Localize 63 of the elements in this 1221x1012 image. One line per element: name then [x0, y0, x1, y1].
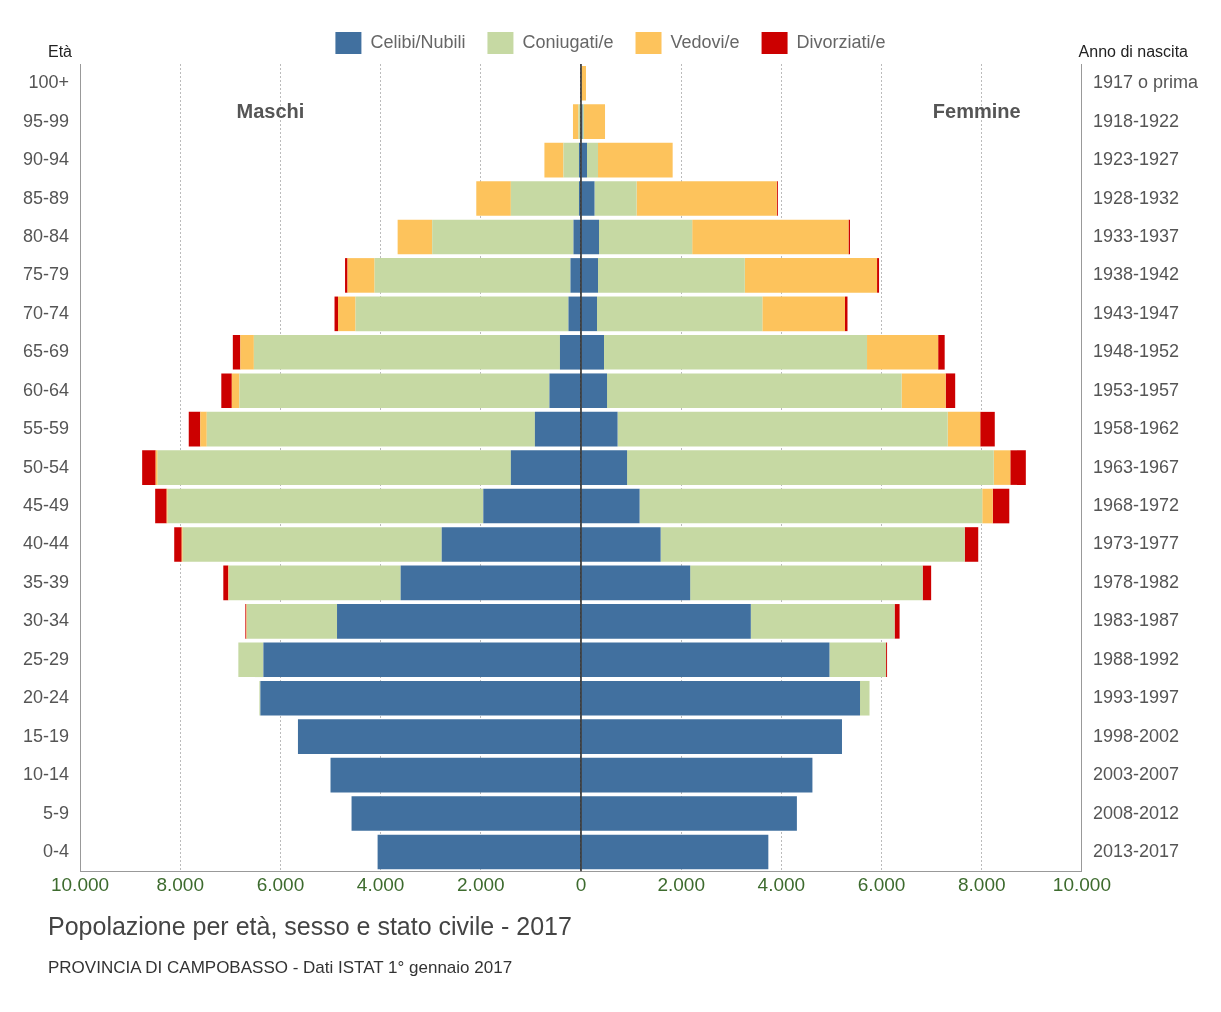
y2-tick-label: 1958-1962	[1092, 418, 1180, 439]
legend-label: Celibi/Nubili	[370, 31, 466, 52]
y2-tick-label: 1923-1927	[1092, 149, 1180, 170]
x-tick-label: 8.000	[156, 873, 204, 895]
x-tick-label: 2.000	[657, 873, 705, 895]
x-tick-label: 8.000	[957, 873, 1006, 895]
y2-tick-label: 2003-2007	[1092, 764, 1180, 785]
y-tick-label: 100+	[28, 72, 70, 93]
x-tick-label: 6.000	[256, 873, 305, 895]
y-tick-label: 30-34	[22, 610, 70, 631]
y-tick-label: 50-54	[22, 456, 70, 477]
x-tick-label: 10.000	[50, 873, 110, 895]
y2-tick-label: 1917 o prima	[1092, 72, 1199, 93]
y-tick-label: 60-64	[22, 379, 70, 400]
y2-tick-label: 1983-1987	[1092, 610, 1180, 631]
y2-tick-label: 1968-1972	[1092, 495, 1180, 516]
y2-tick-label: 1933-1937	[1092, 225, 1180, 246]
y2-tick-label: 1928-1932	[1092, 187, 1180, 208]
y-tick-label: 0-4	[43, 840, 70, 861]
x-tick-label: 10.000	[1052, 873, 1111, 895]
y-tick-label: 55-59	[22, 418, 70, 439]
legend-label: Coniugati/e	[522, 31, 614, 52]
y2-tick-label: 1973-1977	[1092, 533, 1180, 554]
x-tick-label: 4.000	[757, 873, 806, 895]
y-tick-label: 65-69	[22, 341, 70, 362]
y-tick-label: 45-49	[22, 495, 70, 516]
annotation: Femmine	[932, 99, 1021, 122]
y2-tick-label: 1963-1967	[1092, 456, 1180, 477]
y-tick-label: 80-84	[22, 225, 70, 246]
text: Popolazione per età, sesso e stato civile - 2017	[48, 912, 572, 941]
x-tick-label: 0	[575, 873, 587, 895]
y-tick-label: 15-19	[22, 725, 70, 746]
y-tick-label: 95-99	[22, 110, 70, 131]
y-tick-label: 40-44	[22, 533, 70, 554]
legend-label: Divorziati/e	[796, 31, 886, 52]
y2-tick-label: 1953-1957	[1092, 379, 1180, 400]
y2-tick-label: 2008-2012	[1092, 802, 1180, 823]
y-axis-title: Età	[48, 43, 73, 61]
annotation: Maschi	[236, 99, 305, 122]
y2-tick-label: 1993-1997	[1092, 687, 1180, 708]
y2-tick-label: 2013-2017	[1092, 840, 1180, 861]
x-tick-label: 2.000	[457, 873, 505, 895]
legend-label: Vedovi/e	[670, 31, 740, 52]
y-tick-label: 10-14	[22, 764, 70, 785]
y2-tick-label: 1978-1982	[1092, 571, 1180, 592]
y-tick-label: 90-94	[22, 149, 70, 170]
y-tick-label: 25-29	[22, 648, 70, 669]
y2-tick-label: 1948-1952	[1092, 341, 1180, 362]
x-tick-label: 6.000	[857, 873, 906, 895]
y2-tick-label: 1988-1992	[1092, 648, 1180, 669]
y-tick-label: 70-74	[22, 302, 70, 323]
y-tick-label: 20-24	[22, 687, 70, 708]
y-tick-label: 85-89	[22, 187, 70, 208]
y2-tick-label: 1938-1942	[1092, 264, 1180, 285]
y-tick-label: 5-9	[43, 802, 70, 823]
x-tick-label: 4.000	[356, 873, 405, 895]
text: PROVINCIA DI CAMPOBASSO - Dati ISTAT 1° gennaio 2017	[48, 958, 513, 978]
y-tick-label: 35-39	[22, 571, 70, 592]
y2-tick-label: 1998-2002	[1092, 725, 1180, 746]
y2-axis-title: Anno di nascita	[1078, 43, 1189, 61]
y2-tick-label: 1918-1922	[1092, 110, 1180, 131]
y2-tick-label: 1943-1947	[1092, 302, 1180, 323]
y-tick-label: 75-79	[22, 264, 70, 285]
